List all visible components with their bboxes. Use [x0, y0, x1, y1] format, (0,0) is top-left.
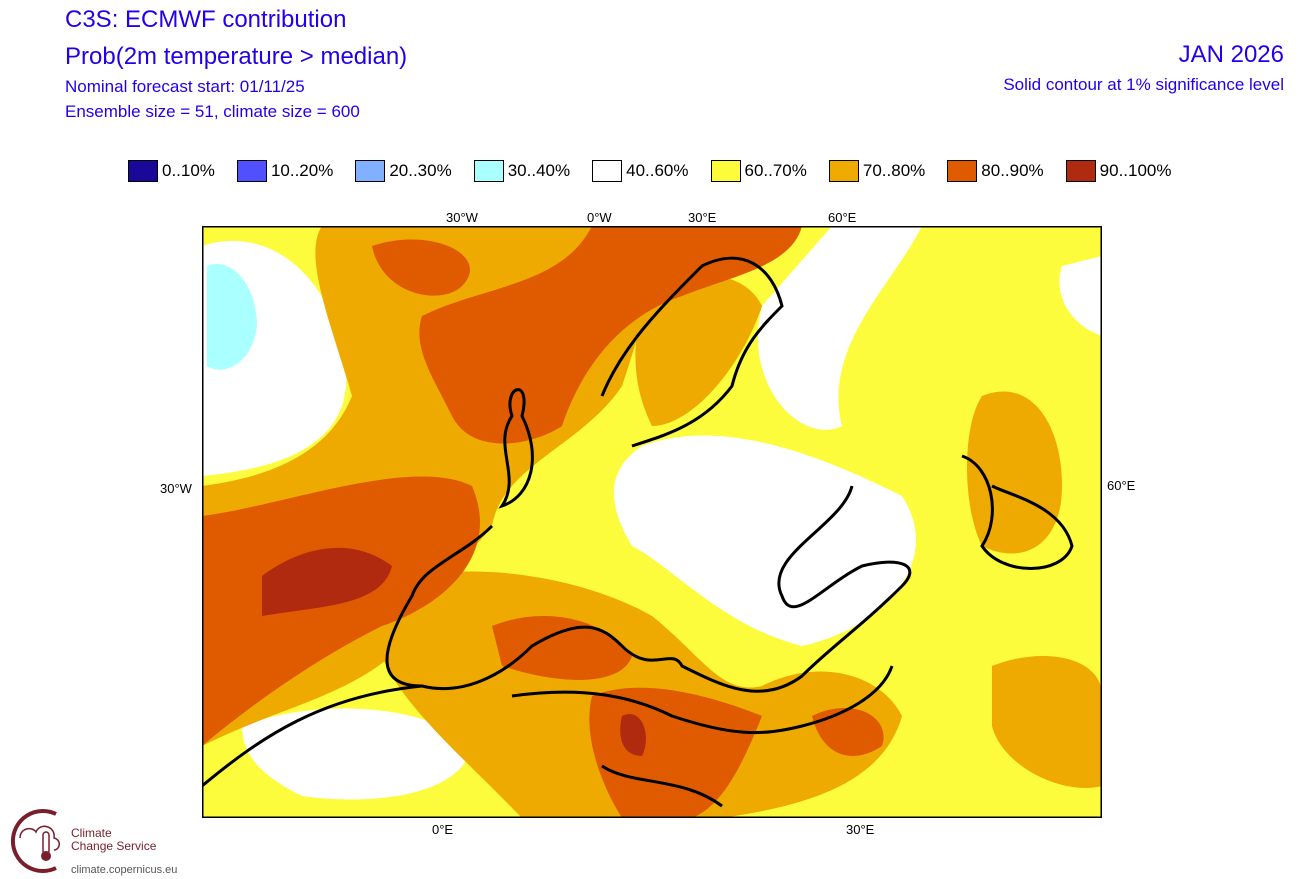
region-30-40 [207, 264, 257, 370]
legend-item: 30..40% [473, 160, 571, 182]
top-lon-label: 30°E [688, 210, 717, 225]
region-40-60 [1059, 256, 1102, 336]
legend-swatch [947, 160, 978, 182]
logo-url[interactable]: climate.copernicus.eu [71, 864, 178, 876]
legend-swatch [355, 160, 386, 182]
legend-label: 20..30% [389, 161, 452, 180]
region-40-60 [613, 435, 916, 646]
legend-swatch [828, 160, 859, 182]
legend-swatch [236, 160, 267, 182]
logo-line1: Climate [71, 826, 112, 840]
legend-item: 90..100% [1065, 160, 1172, 182]
top-lon-label: 60°E [828, 210, 857, 225]
right-lon-label: 60°E [1107, 478, 1136, 493]
climate-logo-icon [11, 809, 60, 873]
left-lon-label: 30°W [160, 481, 192, 496]
legend-swatch [592, 160, 623, 182]
region-80-90 [492, 616, 632, 680]
legend-swatch [473, 160, 504, 182]
legend-item: 0..10% [128, 160, 215, 182]
top-lon-label: 30°W [446, 210, 478, 225]
legend-item: 10..20% [236, 160, 334, 182]
legend-swatch [710, 160, 741, 182]
region-90-100 [262, 547, 392, 616]
legend-label: 30..40% [507, 161, 571, 180]
forecast-start: Nominal forecast start: 01/11/25 [65, 77, 305, 96]
region-70-80 [967, 391, 1062, 554]
region-80-90 [372, 239, 470, 296]
region-70-80 [992, 656, 1102, 788]
region-90-100 [620, 714, 646, 756]
region-80-90 [202, 476, 480, 746]
probability-map [202, 226, 1102, 818]
region-80-90 [812, 707, 884, 756]
legend-label: 90..100% [1099, 161, 1172, 180]
legend-swatch [1065, 160, 1096, 182]
copernicus-logo: Climate Change Service climate.copernicu… [6, 808, 177, 879]
legend-label: 40..60% [626, 161, 689, 180]
legend-label: 0..10% [162, 161, 215, 180]
legend-label: 80..90% [981, 161, 1044, 180]
bottom-lon-label: 0°E [432, 822, 454, 837]
region-40-60 [242, 708, 472, 800]
top-lon-label: 0°W [587, 210, 612, 225]
significance-note: Solid contour at 1% significance level [1003, 75, 1284, 94]
ensemble-size: Ensemble size = 51, climate size = 600 [65, 102, 360, 121]
coastline [202, 256, 1074, 808]
legend-item: 40..60% [592, 160, 689, 182]
legend-label: 10..20% [270, 161, 334, 180]
subtitle: Prob(2m temperature > median) [65, 43, 408, 70]
region-40-60 [758, 226, 922, 430]
title: C3S: ECMWF contribution [65, 6, 347, 33]
legend-label: 70..80% [862, 161, 926, 180]
valid-month: JAN 2026 [1178, 41, 1284, 68]
logo-line2: Change Service [71, 839, 157, 853]
region-70-80 [635, 276, 762, 426]
legend-item: 80..90% [947, 160, 1044, 182]
bottom-lon-label: 30°E [846, 822, 875, 837]
legend-item: 20..30% [355, 160, 452, 182]
legend-label: 60..70% [744, 161, 807, 180]
legend-item: 70..80% [828, 160, 926, 182]
legend: 0..10% 10..20% 20..30% 30..40% 40..60% 60..70… [128, 160, 1194, 182]
map-frame [202, 226, 1102, 818]
legend-swatch [128, 160, 158, 182]
legend-item: 60..70% [710, 160, 807, 182]
